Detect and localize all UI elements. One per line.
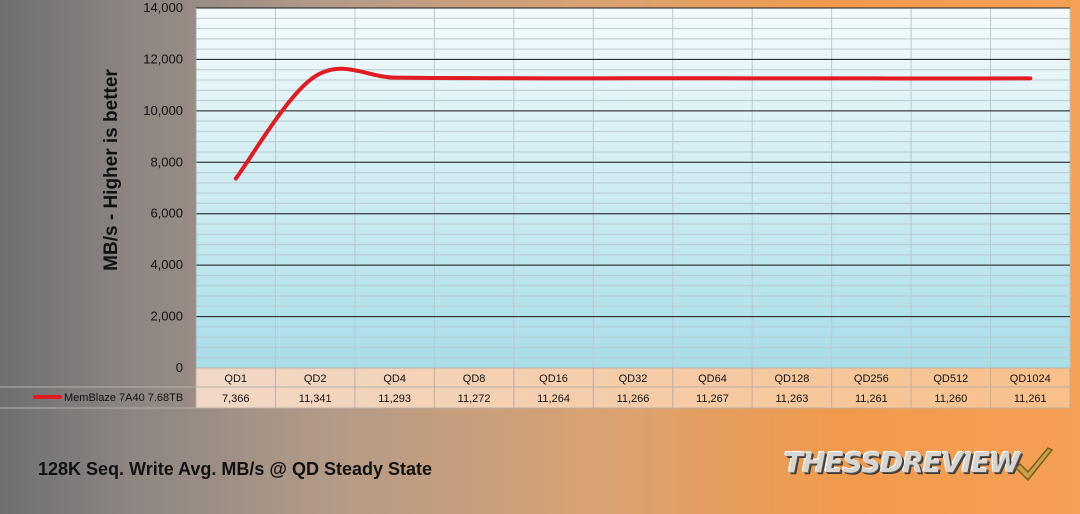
chart-title: 128K Seq. Write Avg. MB/s @ QD Steady St… [38,459,432,479]
y-tick-label: 14,000 [143,0,183,15]
x-category-label: QD8 [463,373,486,385]
x-category-label: QD4 [383,373,406,385]
data-value-label: 11,341 [299,393,332,405]
data-table: QD1 QD2 QD4 QD8 QD16 QD32 QD64 QD128 QD256 QD512 Q… [0,367,1071,409]
data-table-background [196,368,1070,408]
y-tick-label: 6,000 [150,206,183,221]
x-category-label: QD64 [698,373,727,385]
site-logo: THESSDREVIEW [784,444,1064,492]
data-value-label: 11,272 [458,393,491,405]
legend: MemBlaze 7A40 7.68TB [33,392,183,404]
x-category-label: QD2 [304,373,327,385]
data-value-label: 7,366 [222,393,250,405]
x-category-label: QD256 [854,373,889,385]
x-category-label: QD1024 [1010,373,1051,385]
data-value-label: 11,293 [378,393,411,405]
legend-label: MemBlaze 7A40 7.68TB [64,392,183,404]
data-value-label: 11,266 [617,393,650,405]
data-value-label: 11,260 [934,393,967,405]
x-category-label: QD128 [774,373,809,385]
y-tick-label: 0 [176,360,183,375]
y-tick-label: 10,000 [143,103,183,118]
y-tick-label: 2,000 [150,309,183,324]
x-category-label: QD32 [619,373,648,385]
y-tick-label: 8,000 [150,154,183,169]
data-value-label: 11,267 [696,393,729,405]
data-value-label: 11,261 [855,393,888,405]
checkmark-icon [1014,447,1054,482]
x-category-label: QD1 [224,373,247,385]
data-value-label: 11,264 [537,393,570,405]
x-category-label: QD16 [539,373,568,385]
data-value-label: 11,261 [1014,393,1047,405]
y-axis-ticks: 0 2,000 4,000 6,000 8,000 10,000 12,000 14,000 [143,0,183,375]
y-tick-label: 12,000 [143,51,183,66]
series-group [233,66,1033,181]
y-tick-label: 4,000 [150,257,183,272]
x-category-label: QD512 [933,373,968,385]
y-axis-label: MB/s - Higher is better [101,69,122,271]
logo-wordmark: THESSDREVIEW [784,446,1020,479]
series-line [233,66,1033,181]
plot-background [196,8,1070,368]
data-value-label: 11,263 [775,393,808,405]
